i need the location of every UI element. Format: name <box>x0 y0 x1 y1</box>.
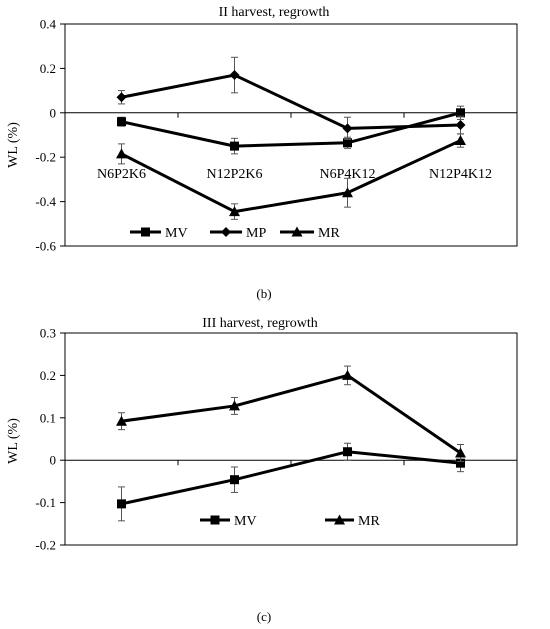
y-axis-label: WL (%) <box>6 122 21 168</box>
plot-frame <box>64 23 518 247</box>
triangle-marker <box>229 400 240 411</box>
series-line-mp <box>121 73 461 130</box>
triangle-marker <box>342 187 353 198</box>
x-tick-label: N6P4K12 <box>319 167 375 182</box>
series-line-mr <box>120 139 462 214</box>
y-tick-label: -0.2 <box>35 538 56 553</box>
x-tick-label: N6P2K6 <box>97 167 146 182</box>
y-tick-label: 0 <box>50 453 57 468</box>
y-tick-label: -0.6 <box>35 239 56 254</box>
plot-frame <box>64 332 518 546</box>
y-axis-label: WL (%) <box>6 418 21 464</box>
y-tick-label: 0.4 <box>40 17 57 32</box>
chart-b: II harvest, regrowth WL (%) (b) 0.4 0.2 0 -… <box>6 5 518 301</box>
triangle-marker <box>116 148 127 159</box>
y-tick-label: -0.4 <box>35 194 56 209</box>
diamond-marker <box>229 70 240 81</box>
y-tick-label: 0.2 <box>40 368 56 383</box>
x-tick-label: N12P2K6 <box>206 167 262 182</box>
square-marker <box>230 141 239 151</box>
y-tick-label: 0.2 <box>40 61 56 76</box>
legend-label: MV <box>165 226 188 241</box>
square-marker <box>210 515 220 525</box>
diamond-marker <box>342 123 353 134</box>
triangle-marker <box>342 369 353 380</box>
legend-label: MP <box>246 226 266 241</box>
diamond-marker <box>455 120 466 131</box>
y-tick-label: 0 <box>50 105 57 120</box>
chart-c: III harvest, regrowth WL (%) (c) 0.3 0.2 0… <box>6 316 518 624</box>
triangle-marker <box>229 206 240 217</box>
x-tick-label: N12P4K12 <box>429 167 492 182</box>
square-marker <box>117 499 126 509</box>
chart-title: II harvest, regrowth <box>219 5 330 20</box>
square-marker <box>141 227 150 237</box>
square-marker <box>456 108 465 118</box>
triangle-marker <box>334 514 345 525</box>
y-tick-label: 0.3 <box>40 326 56 341</box>
diamond-marker <box>221 227 231 237</box>
panel-label: (c) <box>257 609 271 624</box>
square-marker <box>117 117 126 127</box>
legend-label: MR <box>358 514 380 529</box>
legend: MV MR <box>200 514 380 529</box>
triangle-marker <box>455 447 466 458</box>
diamond-marker <box>116 92 127 103</box>
triangle-marker <box>291 226 303 237</box>
square-marker <box>343 447 352 457</box>
y-tick-label: -0.1 <box>35 495 56 510</box>
triangle-marker <box>116 415 127 426</box>
square-marker <box>456 458 465 468</box>
legend: MV MP MR <box>130 226 340 241</box>
legend-label: MR <box>318 226 340 241</box>
triangle-marker <box>455 135 466 146</box>
square-marker <box>343 138 352 148</box>
y-tick-label: -0.2 <box>35 150 56 165</box>
series-line-mr <box>121 373 462 455</box>
square-marker <box>230 475 239 485</box>
panel-label: (b) <box>256 286 271 301</box>
legend-label: MV <box>234 514 257 529</box>
series-line-mv <box>121 450 461 506</box>
y-tick-label: 0.1 <box>40 410 56 425</box>
chart-title: III harvest, regrowth <box>202 316 317 331</box>
